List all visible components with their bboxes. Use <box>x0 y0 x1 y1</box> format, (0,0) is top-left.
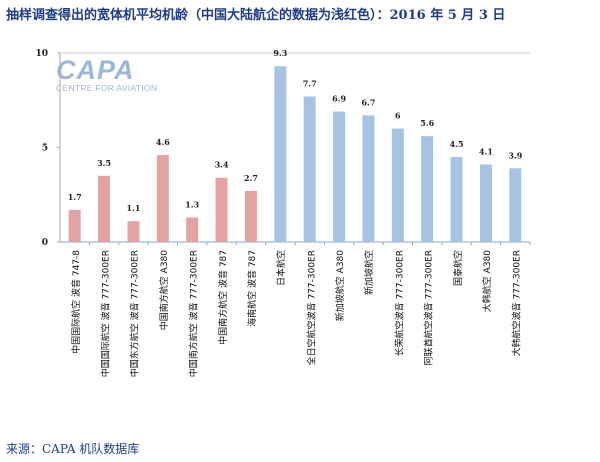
bar <box>509 168 522 242</box>
value-label: 3.9 <box>508 150 522 160</box>
x-tick-label: 大韩航空 A380 <box>483 250 494 313</box>
bar <box>421 136 434 242</box>
x-tick-label: 海南航空 波音 787 <box>247 250 258 327</box>
value-label: 2.7 <box>244 173 258 183</box>
capa-logo: CAPA CENTRE FOR AVIATION <box>56 55 158 94</box>
bar <box>215 177 228 242</box>
x-tick-label: 中国南方航空 A380 <box>160 250 171 331</box>
bar <box>303 96 316 242</box>
x-tick-label: 新加坡航空 <box>365 250 376 296</box>
bar <box>362 115 375 242</box>
chart-title: 抽样调查得出的宽体机平均机龄（中国大陆航企的数据为浅红色）：2016 年 5 月… <box>6 8 506 23</box>
value-label: 3.5 <box>97 158 111 168</box>
value-label: 5.6 <box>420 118 434 128</box>
x-tick-label: 大韩航空波音 777-300ER <box>512 250 523 357</box>
value-label: 4.1 <box>479 147 493 157</box>
x-tick-label: 中国国际航空 波音 747-8 <box>71 250 82 354</box>
x-tick-label: 国泰航空 <box>453 250 464 287</box>
bar <box>68 209 81 242</box>
value-label: 9.3 <box>273 48 287 58</box>
bar <box>391 128 404 242</box>
x-tick-label: 日本航空 <box>277 250 288 287</box>
logo-tagline: CENTRE FOR AVIATION <box>56 83 158 93</box>
x-tick-label: 新加坡航空 A380 <box>336 250 347 322</box>
bar <box>274 66 287 242</box>
bar <box>98 175 111 242</box>
value-label: 4.6 <box>156 137 170 147</box>
y-tick-label: 0 <box>42 238 48 248</box>
value-label: 4.5 <box>450 139 464 149</box>
x-tick-label: 中国南方航空 波音 787 <box>218 250 229 345</box>
x-tick-label: 中国国际航空 波音 777-300ER <box>101 250 112 378</box>
bar <box>333 111 346 242</box>
value-label: 1.1 <box>126 203 140 213</box>
y-tick-label: 5 <box>42 144 48 154</box>
bar <box>156 155 169 242</box>
value-label: 1.3 <box>185 199 199 209</box>
value-label: 3.4 <box>215 160 229 170</box>
bar <box>186 217 199 242</box>
value-label: 6.9 <box>332 94 346 104</box>
x-tick-label: 长荣航空波音 777-300ER <box>395 250 406 357</box>
bar <box>244 190 257 242</box>
bar <box>479 164 492 242</box>
x-tick-label: 中国南方航空 波音 777-300ER <box>189 250 200 378</box>
bar <box>127 221 140 242</box>
x-tick-label: 阿联酋航空波音 777-300ER <box>424 250 435 366</box>
value-label: 6 <box>395 111 401 121</box>
bar <box>450 156 463 242</box>
source-note: 来源：CAPA 机队数据库 <box>6 442 140 456</box>
x-tick-label: 中国东方航空 波音 777-300ER <box>130 250 141 378</box>
value-label: 7.7 <box>303 78 317 88</box>
value-label: 1.7 <box>68 192 82 202</box>
value-label: 6.7 <box>361 97 375 107</box>
logo-name: CAPA <box>56 55 135 85</box>
y-tick-label: 10 <box>35 49 48 59</box>
x-tick-label: 全日空航空波音 777-300ER <box>307 250 318 366</box>
